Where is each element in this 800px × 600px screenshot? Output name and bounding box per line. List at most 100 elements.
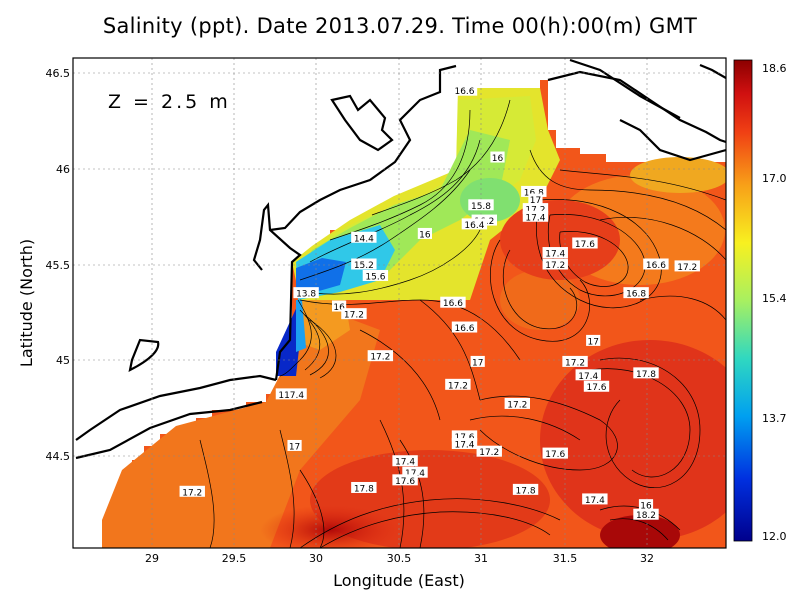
x-axis-label: Longitude (East) (333, 571, 465, 590)
contour-label-text: 18.2 (636, 511, 656, 521)
darkred-core-se (600, 515, 680, 548)
contour-label: 17 (586, 334, 601, 347)
contour-label-text: 17.4 (585, 496, 605, 506)
contour-label: 17.8 (512, 483, 539, 496)
contour-label: 17.2 (674, 260, 700, 273)
contour-label: 17.6 (392, 474, 418, 487)
y-tick-label: 45.5 (46, 259, 71, 272)
yellow-east (630, 157, 726, 193)
contour-label-text: 17.6 (575, 240, 595, 250)
contour-label: 17.8 (351, 481, 377, 494)
contour-label-text: 16.6 (443, 299, 463, 309)
y-axis-label: Latitude (North) (17, 239, 36, 367)
contour-label: 16.4 (461, 218, 488, 231)
contour-label: 17.2 (341, 308, 367, 321)
colorbar: 18.6 17.0 15.4 13.7 12.0 (733, 59, 787, 543)
contour-label: 17.2 (504, 397, 530, 410)
contour-label-text: 16 (492, 154, 504, 164)
contour-label: 16 (490, 151, 505, 164)
contour-label: 17.6 (583, 380, 610, 393)
map-title: Salinity (ppt). Date 2013.07.29. Time 00… (102, 14, 698, 38)
contour-label-text: 17.2 (344, 311, 364, 321)
contour-label-text: 16.6 (646, 261, 666, 271)
contour-label-text: 17.8 (516, 486, 536, 496)
contour-label-text: 17.2 (370, 353, 390, 363)
colorbar-gradient (733, 59, 753, 542)
coastline (75, 58, 726, 460)
x-tick-label: 29 (145, 552, 159, 565)
contour-label: 17.2 (179, 485, 205, 498)
contour-label-text: 17.4 (578, 372, 598, 382)
contour-label-text: 17.2 (565, 358, 585, 368)
contour-label-text: 16 (640, 502, 652, 512)
contour-label-text: 17.4 (395, 458, 415, 468)
contour-label-text: 17.4 (525, 213, 545, 223)
y-tick-label: 44.5 (46, 450, 71, 463)
x-axis: 29 29.5 30 30.5 31 31.5 32 Longitude (Ea… (145, 552, 654, 590)
contour-label-text: 15.8 (471, 202, 491, 212)
y-tick-label: 45 (56, 354, 70, 367)
colorbar-label: 15.4 (762, 292, 787, 305)
contour-label: 16.6 (451, 84, 478, 97)
contour-label-text: 16 (419, 230, 431, 240)
contour-label-text: 16.8 (524, 188, 544, 198)
x-tick-label: 32 (640, 552, 654, 565)
x-tick-label: 31 (474, 552, 488, 565)
contour-label-text: 16 (333, 303, 345, 313)
colorbar-label: 17.0 (762, 172, 787, 185)
plot-area: 16.61616.81717.217.415.816.216.41614.415… (73, 58, 726, 548)
contour-label: 15.6 (362, 269, 389, 282)
contour-label: 16 (332, 300, 347, 313)
contour-label-text: 17.2 (448, 381, 468, 391)
contour-label-text: 17.8 (636, 370, 656, 380)
plot-frame (72, 57, 727, 549)
x-tick-label: 29.5 (222, 552, 247, 565)
contour-label-text: 17 (530, 196, 541, 206)
orange-eddy-mid (500, 270, 580, 330)
contour-lines (199, 99, 726, 548)
contour-label-text: 17.2 (545, 261, 565, 271)
contour-label-text: 16.4 (464, 221, 484, 231)
colorbar-label: 12.0 (762, 530, 787, 543)
contour-label: 17 (528, 193, 543, 206)
contour-label: 16.8 (623, 287, 649, 300)
x-tick-label: 31.5 (553, 552, 578, 565)
contour-label-text: 17.2 (182, 488, 202, 498)
contour-label-text: 15.2 (354, 261, 374, 271)
contour-label: 17.2 (476, 445, 502, 458)
contour-label-text: 17.8 (354, 484, 374, 494)
depth-label: Z = 2.5 m (108, 91, 231, 113)
contour-label-text: 17.4 (405, 469, 425, 479)
x-tick-label: 30 (309, 552, 323, 565)
contour-label: 17.4 (582, 493, 608, 506)
contour-label-text: 17 (472, 358, 483, 368)
y-axis: 46.5 46 45.5 45 44.5 Latitude (North) (17, 67, 70, 463)
contour-label: 15.8 (468, 199, 494, 212)
contour-label: 17.2 (522, 203, 549, 216)
contour-label: 17.4 (575, 369, 601, 382)
contour-label-text: 13.8 (296, 290, 316, 300)
colorbar-label: 13.7 (762, 412, 787, 425)
contour-label: 17.4 (522, 210, 549, 223)
contour-label-text: 17.6 (586, 383, 606, 393)
contour-label: 17.8 (633, 367, 659, 380)
contour-label-text: 17.2 (525, 206, 545, 216)
contour-label: 17.4 (392, 455, 418, 468)
contour-label: 117.4 (275, 388, 307, 401)
contour-label-text: 17 (587, 337, 598, 347)
contour-label: 17.6 (572, 237, 598, 250)
contour-label: 17.2 (562, 355, 588, 368)
x-tick-label: 30.5 (387, 552, 412, 565)
contour-label: 16.8 (521, 185, 547, 198)
contour-label: 17.2 (542, 258, 568, 271)
y-tick-label: 46.5 (46, 67, 71, 80)
contour-label-text: 14.4 (354, 234, 374, 244)
contour-label-text: 117.4 (278, 391, 304, 401)
deep-blue-outflow (276, 300, 300, 376)
darkred-core-sw (260, 505, 400, 548)
contour-label: 14.4 (351, 231, 377, 244)
contour-label-text: 17.4 (454, 441, 474, 451)
contour-label: 17.2 (367, 350, 394, 363)
orange-band (102, 300, 380, 548)
